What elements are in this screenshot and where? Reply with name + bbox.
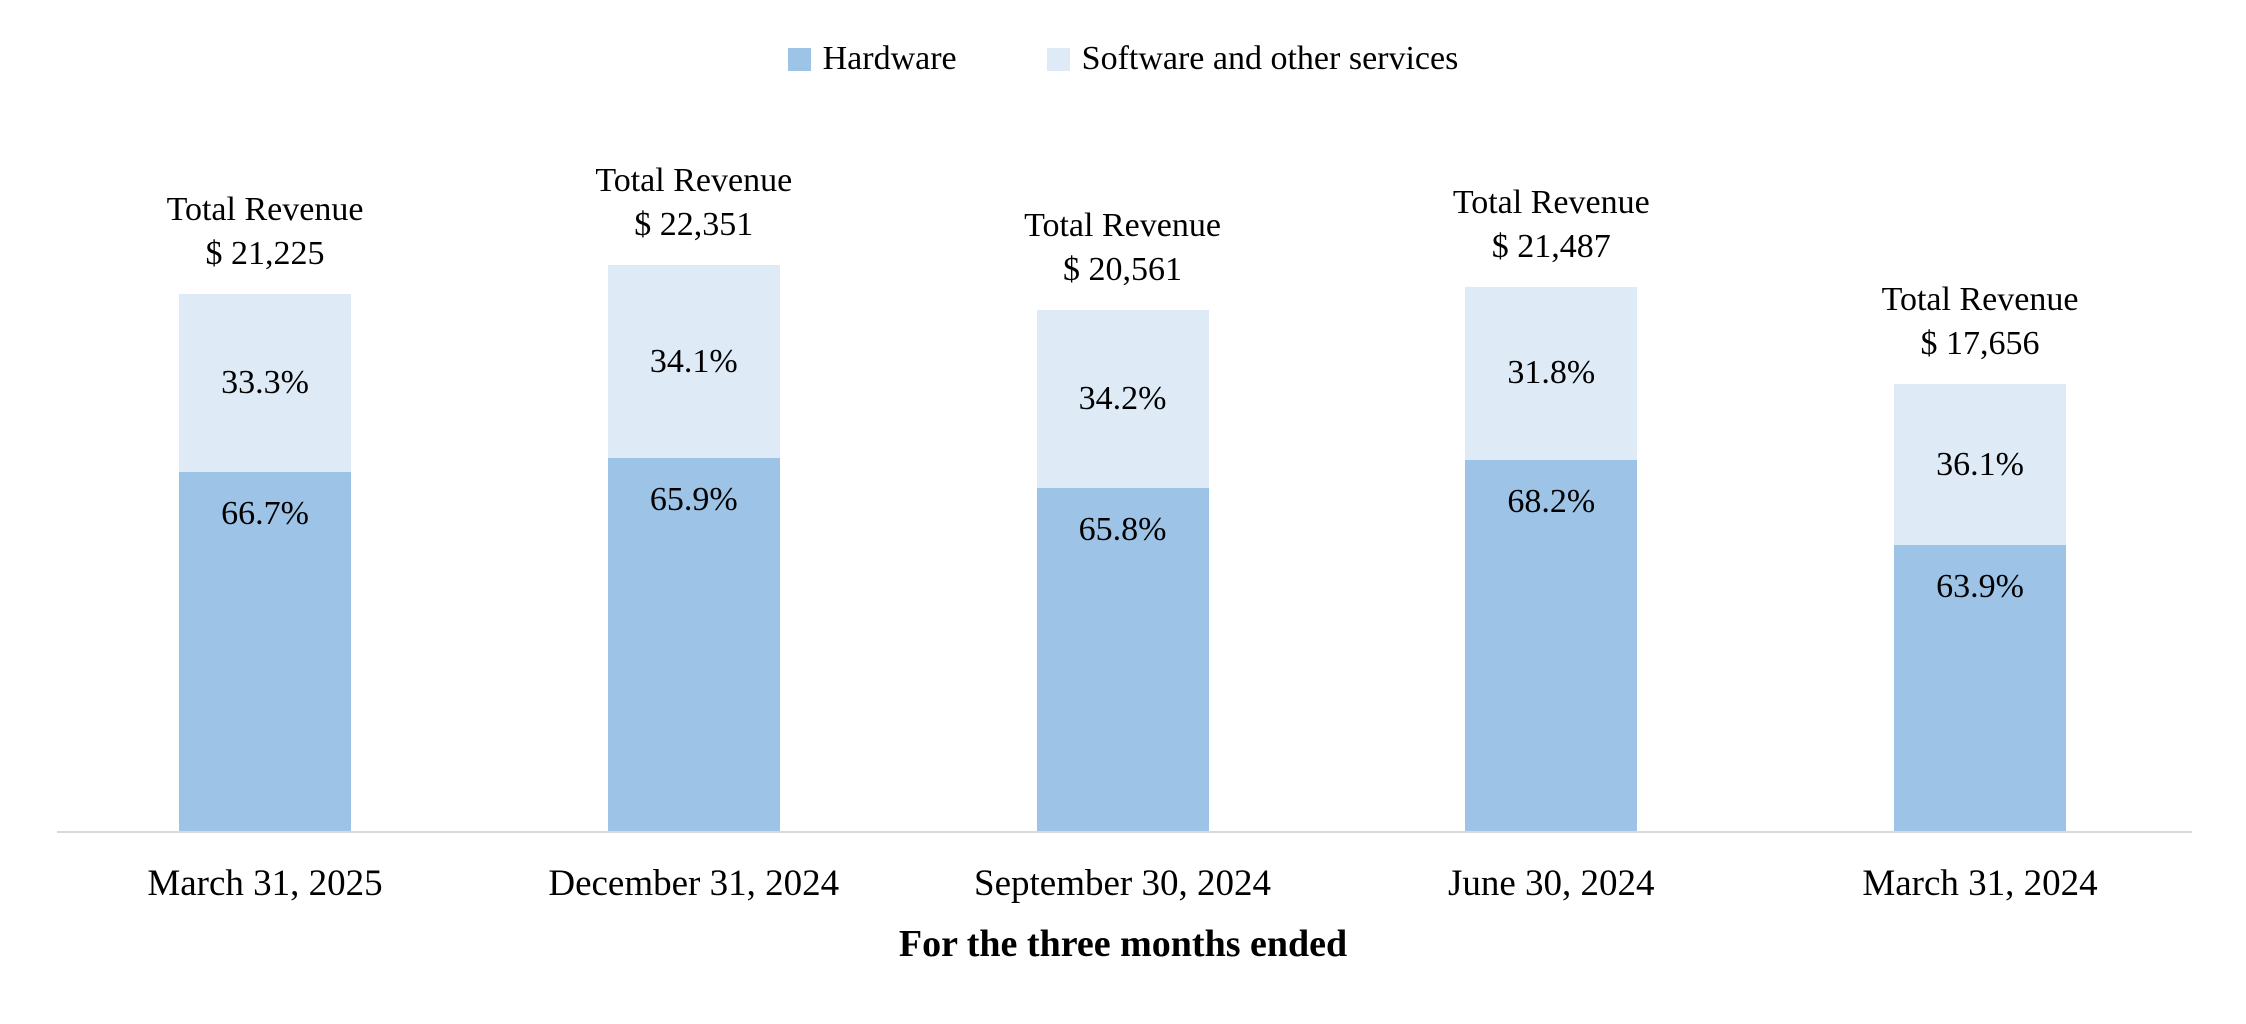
total-revenue-value: $ 21,225 [205, 234, 325, 272]
total-revenue-value: $ 22,351 [634, 206, 754, 243]
hardware-pct-label: 65.8% [1078, 511, 1167, 549]
category-label: June 30, 2024 [1447, 863, 1655, 904]
chart-legend: Hardware Software and other services [0, 40, 2246, 78]
software-pct-label: 34.1% [649, 342, 738, 380]
hardware-pct-label: 63.9% [1936, 568, 2024, 606]
bar-june-30-2024: 31.8% 68.2% [1465, 286, 1638, 831]
software-pct-label: 36.1% [1936, 445, 2024, 483]
software-pct-label: 33.3% [221, 364, 309, 401]
hardware-pct-label: 66.7% [221, 495, 309, 533]
legend-label-software: Software and other services [1081, 40, 1459, 77]
total-revenue-label: Total Revenue $ 22,351 [514, 159, 874, 247]
total-revenue-title: Total Revenue [1881, 280, 2079, 318]
category-label: March 31, 2024 [1862, 863, 2098, 904]
total-revenue-label: Total Revenue $ 21,487 [1371, 181, 1731, 269]
total-revenue-value: $ 21,487 [1491, 227, 1611, 265]
software-swatch-icon [1046, 47, 1070, 71]
total-revenue-value: $ 20,561 [1063, 251, 1182, 289]
x-axis-title: For the three months ended [898, 923, 1348, 965]
category-label: December 31, 2024 [548, 863, 840, 904]
software-pct-label: 34.2% [1078, 380, 1167, 418]
hardware-pct-label: 65.9% [649, 481, 738, 518]
hardware-segment: 66.7% [179, 472, 351, 831]
legend-item-software: Software and other services [1046, 40, 1459, 78]
hardware-pct-label: 68.2% [1507, 482, 1596, 520]
hardware-segment: 63.9% [1894, 545, 2066, 831]
hardware-segment: 68.2% [1465, 459, 1638, 831]
total-revenue-title: Total Revenue [1024, 207, 1221, 245]
bar-march-31-2024: 36.1% 63.9% [1894, 383, 2066, 831]
total-revenue-title: Total Revenue [595, 162, 793, 199]
bar-march-31-2025: 33.3% 66.7% [179, 293, 351, 831]
total-revenue-value: $ 17,656 [1920, 324, 2040, 362]
hardware-segment: 65.8% [1036, 488, 1209, 831]
software-segment: 34.2% [1036, 310, 1209, 489]
total-revenue-label: Total Revenue $ 20,561 [943, 204, 1303, 292]
total-revenue-label: Total Revenue $ 21,225 [85, 188, 445, 276]
x-axis-line [57, 831, 2192, 833]
bar-september-30-2024: 34.2% 65.8% [1036, 310, 1209, 831]
software-segment: 31.8% [1465, 286, 1638, 460]
total-revenue-title: Total Revenue [166, 190, 364, 228]
total-revenue-label: Total Revenue $ 17,656 [1800, 278, 2160, 366]
category-label: March 31, 2025 [147, 863, 383, 904]
legend-label-hardware: Hardware [822, 40, 957, 77]
category-label: September 30, 2024 [974, 863, 1271, 904]
software-segment: 33.3% [179, 293, 351, 473]
software-pct-label: 31.8% [1507, 354, 1596, 392]
software-segment: 34.1% [607, 265, 780, 458]
total-revenue-title: Total Revenue [1452, 183, 1650, 221]
software-segment: 36.1% [1894, 383, 2066, 546]
legend-item-hardware: Hardware [787, 40, 957, 78]
bar-december-31-2024: 34.1% 65.9% [607, 265, 780, 831]
hardware-swatch-icon [787, 47, 811, 71]
hardware-segment: 65.9% [607, 458, 780, 831]
